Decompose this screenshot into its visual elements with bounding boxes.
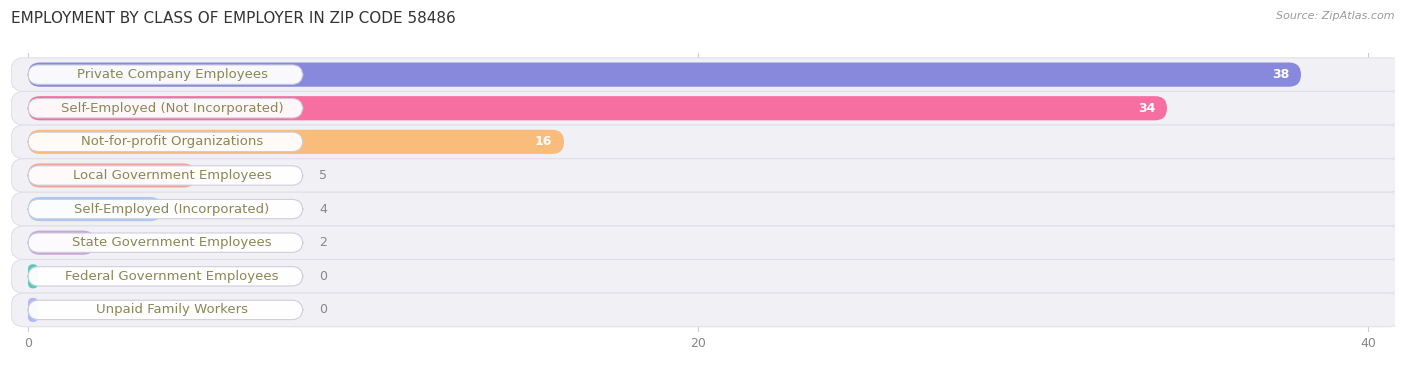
FancyBboxPatch shape xyxy=(28,130,564,154)
FancyBboxPatch shape xyxy=(28,63,1301,87)
Text: Source: ZipAtlas.com: Source: ZipAtlas.com xyxy=(1277,11,1395,21)
FancyBboxPatch shape xyxy=(28,267,302,286)
Text: Not-for-profit Organizations: Not-for-profit Organizations xyxy=(82,135,263,149)
Text: Federal Government Employees: Federal Government Employees xyxy=(65,270,278,283)
Text: Private Company Employees: Private Company Employees xyxy=(76,68,267,81)
FancyBboxPatch shape xyxy=(28,300,302,320)
Text: 4: 4 xyxy=(319,202,328,216)
Text: EMPLOYMENT BY CLASS OF EMPLOYER IN ZIP CODE 58486: EMPLOYMENT BY CLASS OF EMPLOYER IN ZIP C… xyxy=(11,11,456,26)
FancyBboxPatch shape xyxy=(11,293,1402,327)
FancyBboxPatch shape xyxy=(11,125,1402,159)
FancyBboxPatch shape xyxy=(11,259,1402,293)
FancyBboxPatch shape xyxy=(28,197,162,221)
FancyBboxPatch shape xyxy=(28,132,302,152)
Text: Self-Employed (Incorporated): Self-Employed (Incorporated) xyxy=(75,202,270,216)
FancyBboxPatch shape xyxy=(11,226,1402,259)
Text: Unpaid Family Workers: Unpaid Family Workers xyxy=(96,303,247,316)
Text: Self-Employed (Not Incorporated): Self-Employed (Not Incorporated) xyxy=(60,102,284,115)
FancyBboxPatch shape xyxy=(28,98,302,118)
FancyBboxPatch shape xyxy=(28,231,96,255)
FancyBboxPatch shape xyxy=(28,233,302,252)
FancyBboxPatch shape xyxy=(11,92,1402,125)
FancyBboxPatch shape xyxy=(28,65,302,84)
Text: 34: 34 xyxy=(1137,102,1156,115)
Text: 16: 16 xyxy=(534,135,553,149)
FancyBboxPatch shape xyxy=(28,163,195,188)
FancyBboxPatch shape xyxy=(28,96,1167,120)
Text: 2: 2 xyxy=(319,236,328,249)
Text: 38: 38 xyxy=(1272,68,1289,81)
Text: 0: 0 xyxy=(319,303,328,316)
Text: 5: 5 xyxy=(319,169,328,182)
FancyBboxPatch shape xyxy=(28,298,38,322)
FancyBboxPatch shape xyxy=(28,199,302,219)
FancyBboxPatch shape xyxy=(11,58,1402,92)
Text: 0: 0 xyxy=(319,270,328,283)
FancyBboxPatch shape xyxy=(28,264,38,288)
FancyBboxPatch shape xyxy=(28,166,302,185)
Text: State Government Employees: State Government Employees xyxy=(72,236,271,249)
FancyBboxPatch shape xyxy=(11,159,1402,192)
FancyBboxPatch shape xyxy=(11,192,1402,226)
Text: Local Government Employees: Local Government Employees xyxy=(73,169,271,182)
